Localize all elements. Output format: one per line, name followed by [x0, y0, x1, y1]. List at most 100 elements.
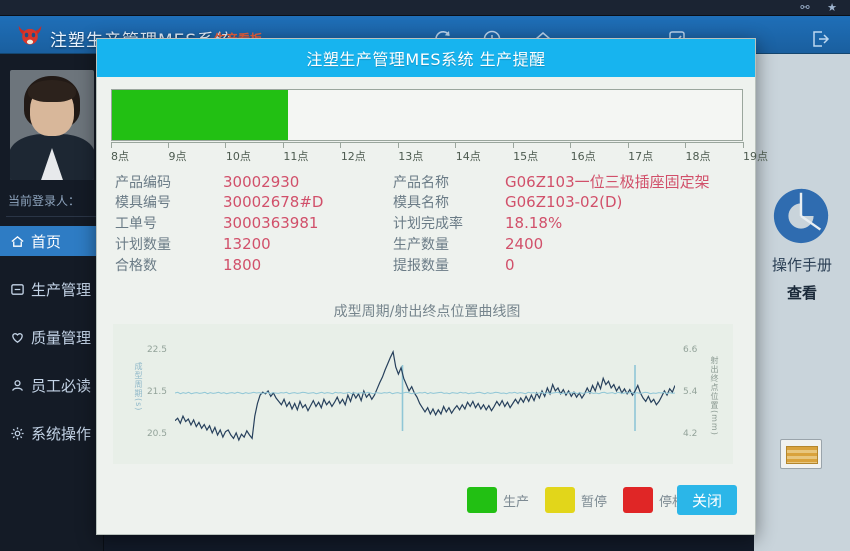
axis-tick-label: 17点 [628, 150, 654, 163]
chart-ytick-left: 21.5 [146, 387, 167, 397]
right-rail: 操作手册 查看 [754, 54, 850, 551]
info-label: 产品名称 [393, 175, 449, 191]
sidebar-item-employee[interactable]: 员工必读 [0, 370, 104, 400]
axis-tick [282, 142, 284, 148]
info-value: 1800 [223, 256, 262, 274]
info-value: G06Z103-02(D) [505, 193, 623, 211]
info-label: 产品编码 [115, 175, 171, 191]
monitor-icon [11, 283, 24, 295]
info-value: 2400 [505, 235, 544, 253]
info-row: 模具编号 30002678#D 模具名称 G06Z103-02(D) [115, 192, 739, 213]
info-row: 计划数量 13200 生产数量 2400 [115, 234, 739, 255]
timeline-axis: 8点 9点 10点 11点 12点 13点 14点 15点 16点 17点 18点 19点 [110, 142, 768, 164]
status-legend: 生产 暂停 停机 [467, 487, 695, 513]
heart-icon [12, 332, 23, 343]
window-title-strip: ⚯ ★ [0, 0, 850, 16]
chart-series-成型周期 [174, 349, 676, 442]
info-label: 生产数量 [393, 237, 449, 253]
info-value: 0 [505, 256, 515, 274]
info-label: 合格数 [115, 258, 157, 274]
sidebar-item-home[interactable]: 首页 [0, 226, 104, 256]
sidebar-item-production[interactable]: 生产管理 [0, 274, 104, 304]
axis-tick [110, 142, 112, 148]
info-value: 13200 [223, 235, 271, 253]
axis-tick [455, 142, 457, 148]
legend-swatch-生产 [467, 487, 497, 513]
close-button[interactable]: 关闭 [677, 485, 737, 515]
timeline-segment-生产 [112, 90, 289, 140]
axis-tick-label: 9点 [168, 150, 187, 163]
legend-label: 暂停 [581, 494, 608, 510]
sidebar-item-system[interactable]: 系统操作 [0, 418, 104, 448]
chart-ytick-right: 5.4 [683, 387, 698, 397]
chart-svg [174, 349, 676, 442]
axis-tick-label: 11点 [283, 150, 309, 163]
view-button[interactable]: 查看 [786, 284, 817, 302]
axis-tick-label: 18点 [685, 150, 711, 163]
status-timeline[interactable] [111, 89, 743, 141]
info-row: 工单号 3000363981 计划完成率 18.18% [115, 213, 739, 234]
axis-tick-label: 19点 [743, 150, 768, 163]
avatar [10, 70, 94, 180]
info-value: 30002678#D [223, 193, 324, 211]
axis-tick-label: 14点 [455, 150, 481, 163]
axis-tick-label: 8点 [111, 150, 129, 163]
chart-title: 成型周期/射出终点位置曲线图 [333, 304, 521, 320]
axis-tick [627, 142, 629, 148]
chart-ylabel-right: 射出终点位置(mm) [710, 356, 719, 436]
chart-ytick-right: 6.6 [683, 345, 698, 355]
info-label: 计划完成率 [393, 216, 463, 232]
axis-tick [570, 142, 572, 148]
axis-tick [685, 142, 687, 148]
gear-icon [11, 426, 24, 440]
badge-card-icon[interactable] [780, 439, 822, 469]
sidebar: 当前登录人： 首页 生产管理 质量管理 员工 [0, 54, 104, 551]
legend-swatch-暂停 [545, 487, 576, 513]
info-label: 提报数量 [393, 258, 449, 274]
sidebar-item-label: 系统操作 [31, 424, 92, 443]
bull-logo-icon [18, 25, 42, 45]
window-controls[interactable]: ⚯ ★ [800, 1, 844, 14]
home-icon [11, 235, 24, 247]
axis-tick [167, 142, 169, 148]
logout-icon[interactable] [810, 29, 830, 49]
axis-tick [340, 142, 342, 148]
axis-tick-label: 10点 [225, 150, 251, 163]
legend-swatch-停机 [623, 487, 654, 513]
sidebar-item-label: 首页 [31, 232, 62, 251]
axis-tick-label: 15点 [513, 150, 539, 163]
info-row: 合格数 1800 提报数量 0 [115, 255, 739, 276]
cycle-position-chart: 成型周期(s) 射出终点位置(mm) 22.5 21.5 20.5 6.6 5.4 4.2 [113, 324, 733, 464]
order-info-panel: 产品编码 30002930 产品名称 G06Z103一位三极插座固定架 模具编号 3000… [115, 171, 739, 276]
current-user-label: 当前登录人： [8, 194, 81, 208]
axis-tick [512, 142, 514, 148]
legend-label: 生产 [503, 494, 530, 510]
sidebar-item-quality[interactable]: 质量管理 [0, 322, 104, 352]
axis-tick-label: 13点 [398, 150, 424, 163]
chart-ytick-right: 4.2 [683, 429, 698, 439]
info-label: 模具名称 [393, 195, 449, 211]
dialog-title: 注塑生产管理MES系统 生产提醒 [306, 50, 546, 69]
chart-ylabel-left: 成型周期(s) [134, 362, 143, 412]
timeline-track [111, 89, 743, 141]
axis-tick [397, 142, 399, 148]
manual-label: 操作手册 [771, 256, 832, 274]
info-value: 30002930 [223, 173, 300, 191]
info-row: 产品编码 30002930 产品名称 G06Z103一位三极插座固定架 [115, 171, 739, 192]
badge-card-stripes [786, 446, 818, 464]
dialog-titlebar: 注塑生产管理MES系统 生产提醒 [97, 39, 755, 77]
axis-tick [225, 142, 227, 148]
pie-chart-icon[interactable] [770, 185, 832, 247]
axis-tick [742, 142, 744, 148]
info-value: 3000363981 [223, 214, 319, 232]
axis-tick-label: 12点 [340, 150, 366, 163]
chart-series-射出终点位置 [174, 391, 676, 395]
info-label: 模具编号 [115, 195, 171, 211]
chart-ytick-left: 22.5 [146, 345, 167, 355]
sidebar-item-label: 生产管理 [31, 280, 92, 299]
person-icon [12, 379, 23, 391]
production-alert-dialog: 注塑生产管理MES系统 生产提醒 8点 9点 10点 11点 12点 13点 14点 15点 1… [96, 38, 768, 535]
avatar-fringe [28, 80, 76, 102]
info-label: 工单号 [115, 216, 157, 232]
sidebar-divider [6, 216, 98, 217]
